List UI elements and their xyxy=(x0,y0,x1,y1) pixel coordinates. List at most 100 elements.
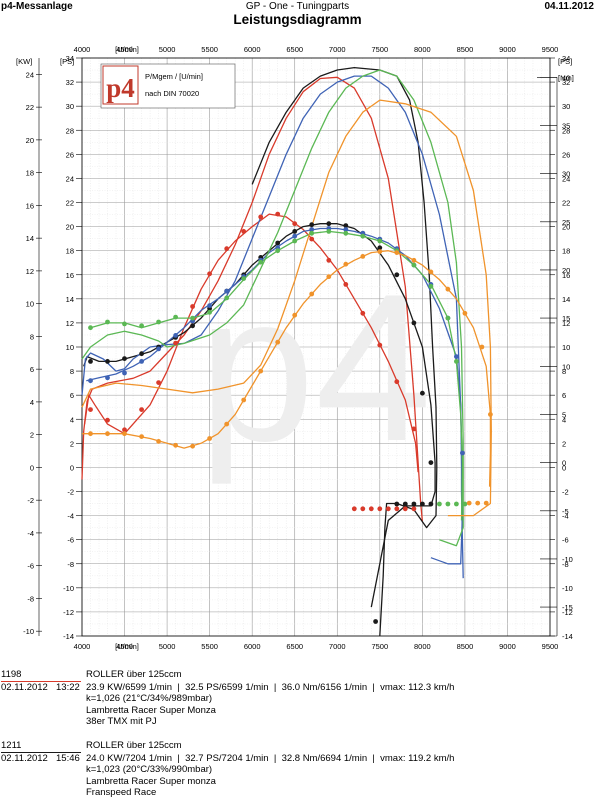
ps-right-tick-label: 6 xyxy=(562,391,566,400)
ps-left-tick-label: 0 xyxy=(70,463,74,472)
marker-point-2 xyxy=(139,351,145,357)
marker-point-4 xyxy=(275,248,281,254)
kw-tick-label: 8 xyxy=(30,332,34,341)
marker-point-1 xyxy=(139,407,145,412)
x-tick-bottom-label: 6000 xyxy=(244,642,261,651)
marker-point-5 xyxy=(156,439,162,444)
entry-1-id: 1198 xyxy=(1,669,22,680)
ps-left-axis-label: [PS] xyxy=(60,57,74,66)
kw-tick-label: 12 xyxy=(26,267,34,276)
ps-right-tick-label: 30 xyxy=(562,102,570,111)
marker-point-3 xyxy=(460,450,465,456)
x-tick-bottom-label: 5000 xyxy=(159,642,176,651)
marker-point-1 xyxy=(343,282,349,287)
ps-left-tick-label: 2 xyxy=(70,439,74,448)
marker-point-4 xyxy=(445,501,451,507)
kw-tick-label: -4 xyxy=(27,529,34,538)
kw-tick-label: 6 xyxy=(30,365,34,374)
ps-right-tick-label: 28 xyxy=(562,126,570,135)
kw-tick-label: -2 xyxy=(27,496,34,505)
x-tick-bottom-label: 6500 xyxy=(286,642,303,651)
chart-axes: 4000400045004500500050005500550060006000… xyxy=(16,45,574,651)
marker-point-5 xyxy=(411,257,417,263)
header-center: GP - One - Tuningparts xyxy=(245,1,350,12)
marker-point-2 xyxy=(373,619,378,624)
kw-tick-label: -6 xyxy=(27,562,34,571)
entry-1-desc1: Lambretta Racer Super Monza xyxy=(86,705,216,716)
power-torque-chart: p4 4000400045004500500050005500550060006… xyxy=(16,45,574,651)
marker-point-3 xyxy=(224,288,230,294)
marker-point-2 xyxy=(326,221,332,227)
marker-point-2 xyxy=(309,222,315,228)
marker-point-1 xyxy=(377,342,383,348)
ps-right-tick-label: -8 xyxy=(562,560,569,569)
marker-point-4 xyxy=(454,359,459,364)
marker-point-4 xyxy=(326,229,332,234)
marker-point-1 xyxy=(258,214,264,220)
marker-point-2 xyxy=(402,501,408,507)
chart-markers xyxy=(88,211,493,624)
marker-point-5 xyxy=(462,310,468,316)
marker-point-1 xyxy=(385,506,391,512)
marker-point-5 xyxy=(88,431,93,437)
ps-right-tick-label: 14 xyxy=(562,295,570,304)
ps-right-tick-label: -10 xyxy=(562,584,573,593)
marker-point-2 xyxy=(394,501,400,507)
x-tick-top-label: 9500 xyxy=(542,45,559,54)
entry-2-date: 02.11.2012 xyxy=(1,753,48,764)
marker-point-5 xyxy=(360,254,366,259)
kw-tick-label: -8 xyxy=(27,594,34,603)
marker-point-2 xyxy=(292,229,298,234)
x-tick-top-label: 6500 xyxy=(286,45,303,54)
ps-right-tick-label: 2 xyxy=(562,439,566,448)
x-tick-bottom-label: 4500 xyxy=(116,642,133,651)
header-left: p4-Messanlage xyxy=(1,1,73,12)
ps-right-tick-label: 22 xyxy=(562,199,570,208)
marker-point-1 xyxy=(292,221,298,227)
marker-point-4 xyxy=(258,259,264,265)
ps-right-tick-label: -12 xyxy=(562,608,573,617)
nm-tick-label: 40 xyxy=(562,73,570,82)
ps-left-tick-label: 20 xyxy=(66,223,74,232)
ps-right-tick-label: 0 xyxy=(562,463,566,472)
marker-point-1 xyxy=(105,417,110,423)
ps-right-tick-label: 8 xyxy=(562,367,566,376)
x-tick-top-label: 6000 xyxy=(244,45,261,54)
torque-curve-5 xyxy=(82,250,492,487)
x-tick-top-label: 9000 xyxy=(499,45,516,54)
ps-right-tick-label: 16 xyxy=(562,271,570,280)
x-axis-unit-top: [U/min] xyxy=(115,45,139,54)
marker-point-5 xyxy=(394,250,400,256)
marker-point-5 xyxy=(292,312,298,318)
marker-point-4 xyxy=(343,230,349,236)
x-tick-top-label: 8500 xyxy=(457,45,474,54)
ps-left-tick-label: 18 xyxy=(66,247,74,256)
marker-point-1 xyxy=(190,304,196,309)
marker-point-1 xyxy=(402,506,408,512)
marker-point-1 xyxy=(360,506,366,512)
ps-right-tick-label: 20 xyxy=(562,223,570,232)
entry-1-desc2: 38er TMX mit PJ xyxy=(86,716,157,727)
marker-point-3 xyxy=(139,359,145,364)
x-tick-bottom-label: 5500 xyxy=(201,642,218,651)
marker-point-4 xyxy=(224,295,230,301)
nm-tick-label: 0 xyxy=(562,459,566,468)
ps-right-axis-label: [PS] xyxy=(558,57,572,66)
marker-point-5 xyxy=(479,344,485,350)
ps-right-tick-label: -2 xyxy=(562,488,569,497)
marker-point-4 xyxy=(360,233,366,239)
marker-point-3 xyxy=(105,375,110,381)
nm-tick-label: -15 xyxy=(562,603,573,612)
marker-point-2 xyxy=(377,245,383,251)
ps-left-tick-label: -10 xyxy=(63,584,74,593)
kw-tick-label: 22 xyxy=(26,103,34,112)
x-tick-top-label: 7500 xyxy=(371,45,388,54)
watermark: p4 xyxy=(198,250,432,485)
marker-point-3 xyxy=(122,370,127,376)
marker-point-4 xyxy=(462,501,468,507)
ps-left-tick-label: 28 xyxy=(66,126,74,135)
marker-point-3 xyxy=(156,346,162,352)
marker-point-5 xyxy=(139,434,145,439)
marker-point-3 xyxy=(207,303,213,308)
marker-point-4 xyxy=(156,319,162,325)
